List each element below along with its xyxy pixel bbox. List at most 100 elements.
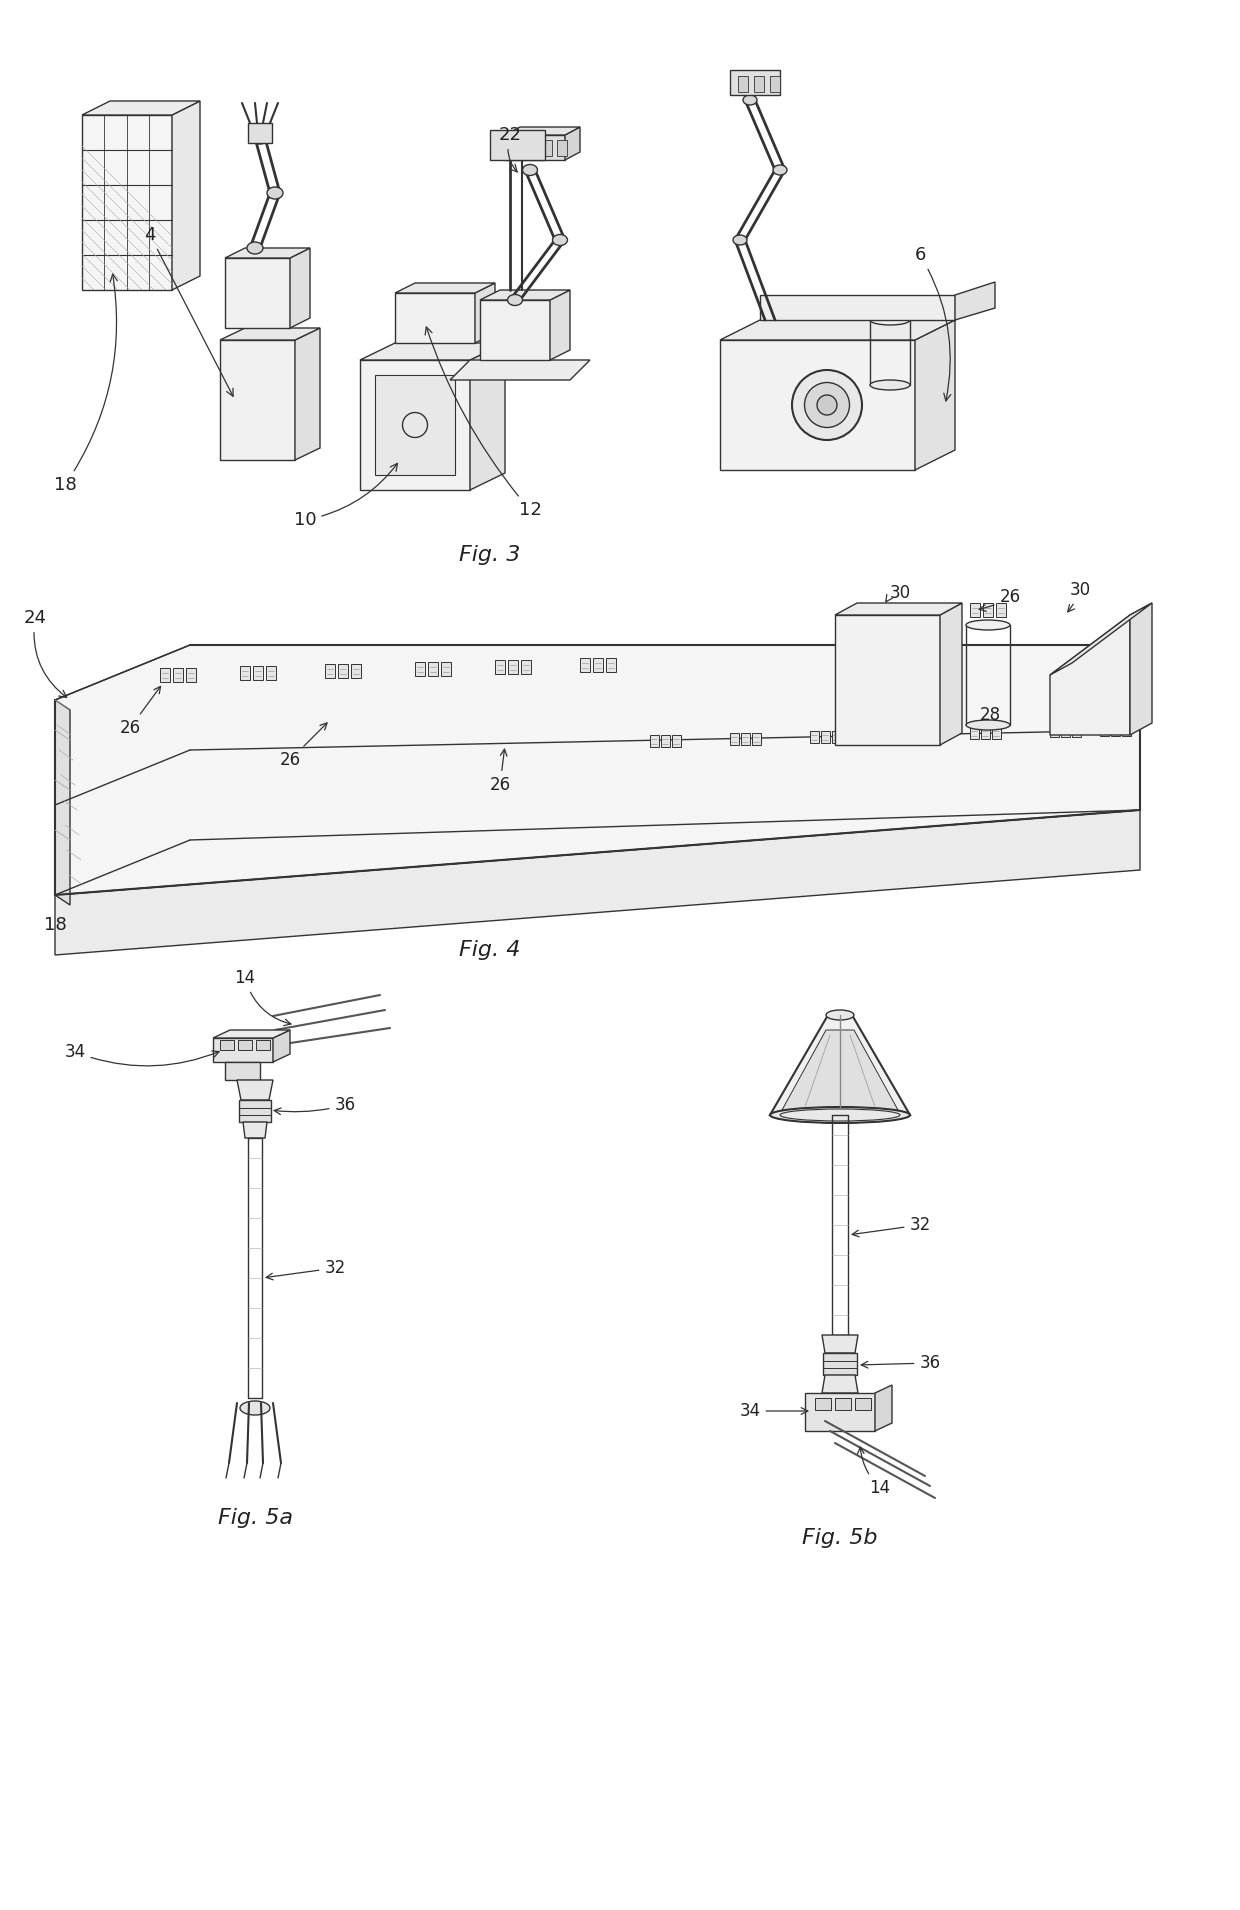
Polygon shape (396, 292, 475, 344)
Polygon shape (981, 728, 990, 739)
Polygon shape (82, 101, 200, 115)
Bar (238, 1041, 252, 1050)
Polygon shape (565, 126, 580, 160)
Polygon shape (351, 665, 361, 678)
Text: 34: 34 (64, 1043, 219, 1066)
Polygon shape (475, 283, 495, 344)
Polygon shape (241, 667, 250, 680)
Text: 32: 32 (267, 1259, 346, 1280)
Polygon shape (940, 604, 962, 745)
Text: 22: 22 (498, 126, 522, 172)
Polygon shape (239, 1100, 272, 1121)
Ellipse shape (252, 132, 268, 143)
Text: Fig. 5a: Fig. 5a (217, 1509, 293, 1528)
Polygon shape (720, 340, 915, 470)
Polygon shape (983, 604, 993, 617)
Polygon shape (650, 735, 658, 747)
Polygon shape (339, 665, 348, 678)
Polygon shape (237, 1079, 273, 1100)
Ellipse shape (770, 1108, 910, 1123)
Bar (255, 1041, 270, 1050)
Text: Fig. 5b: Fig. 5b (802, 1528, 878, 1547)
Polygon shape (1061, 726, 1070, 737)
Polygon shape (55, 646, 1140, 896)
Polygon shape (527, 139, 537, 157)
Polygon shape (661, 735, 670, 747)
Polygon shape (1050, 604, 1152, 674)
Ellipse shape (247, 243, 263, 254)
Polygon shape (720, 321, 955, 340)
Polygon shape (810, 732, 818, 743)
Text: 6: 6 (914, 246, 951, 401)
Polygon shape (996, 604, 1006, 617)
Text: 26: 26 (980, 588, 1021, 611)
Text: 18: 18 (53, 275, 118, 495)
Bar (815, 1398, 831, 1410)
Text: 30: 30 (885, 584, 910, 602)
Text: 26: 26 (119, 686, 160, 737)
Polygon shape (751, 733, 761, 745)
Text: 14: 14 (234, 968, 291, 1026)
Ellipse shape (870, 380, 910, 390)
Ellipse shape (805, 382, 849, 428)
Polygon shape (742, 733, 750, 745)
Polygon shape (325, 665, 335, 678)
Polygon shape (890, 730, 899, 741)
Polygon shape (770, 1014, 910, 1115)
Ellipse shape (743, 96, 756, 105)
Polygon shape (55, 699, 69, 905)
Ellipse shape (241, 1402, 270, 1415)
Polygon shape (760, 294, 955, 321)
Polygon shape (832, 732, 841, 743)
Polygon shape (160, 668, 170, 682)
Polygon shape (1100, 724, 1109, 735)
Polygon shape (606, 659, 616, 672)
Ellipse shape (826, 1010, 854, 1020)
Ellipse shape (733, 235, 746, 244)
Polygon shape (955, 283, 994, 321)
Ellipse shape (792, 371, 862, 439)
Polygon shape (992, 728, 1001, 739)
Polygon shape (360, 359, 470, 491)
Polygon shape (82, 115, 172, 290)
Polygon shape (360, 344, 505, 359)
Text: 34: 34 (739, 1402, 807, 1419)
Polygon shape (970, 728, 980, 739)
Polygon shape (213, 1029, 290, 1037)
Polygon shape (505, 136, 565, 160)
Polygon shape (396, 283, 495, 292)
Text: 36: 36 (861, 1354, 941, 1371)
Polygon shape (915, 321, 955, 470)
Polygon shape (730, 733, 739, 745)
Polygon shape (55, 810, 1140, 955)
Polygon shape (441, 663, 451, 676)
Text: 26: 26 (279, 724, 327, 770)
Polygon shape (219, 329, 320, 340)
Ellipse shape (773, 164, 787, 176)
Polygon shape (224, 258, 290, 329)
Ellipse shape (966, 720, 1011, 730)
Polygon shape (770, 76, 780, 92)
Ellipse shape (817, 395, 837, 414)
Polygon shape (470, 344, 505, 491)
Polygon shape (243, 1121, 267, 1138)
Polygon shape (911, 730, 921, 741)
Polygon shape (901, 730, 910, 741)
Polygon shape (593, 659, 603, 672)
Text: Fig. 3: Fig. 3 (459, 544, 521, 565)
Polygon shape (557, 139, 567, 157)
Polygon shape (672, 735, 681, 747)
Polygon shape (213, 1037, 273, 1062)
Polygon shape (835, 615, 940, 745)
Text: 36: 36 (274, 1096, 356, 1115)
Polygon shape (290, 248, 310, 329)
Polygon shape (822, 1335, 858, 1352)
Text: 28: 28 (980, 707, 1001, 724)
Polygon shape (754, 76, 764, 92)
Bar (219, 1041, 234, 1050)
Polygon shape (782, 1029, 898, 1110)
Text: 14: 14 (857, 1448, 890, 1497)
Polygon shape (521, 661, 531, 674)
Polygon shape (1130, 604, 1152, 735)
Polygon shape (186, 668, 196, 682)
